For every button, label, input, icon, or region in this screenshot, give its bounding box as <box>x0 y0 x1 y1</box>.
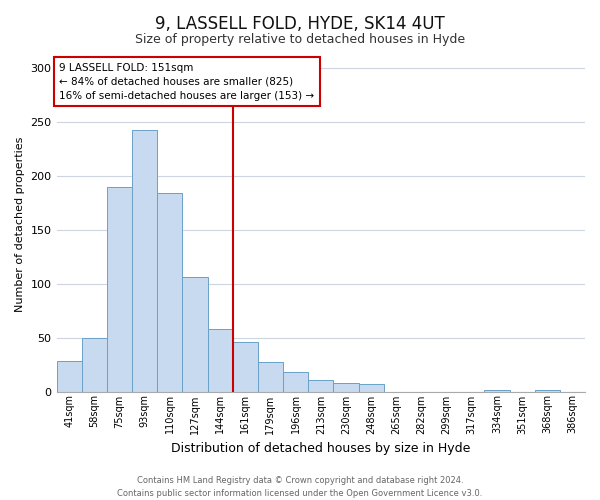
Bar <box>182 278 208 392</box>
Bar <box>535 390 560 392</box>
Text: 9, LASSELL FOLD, HYDE, SK14 4UT: 9, LASSELL FOLD, HYDE, SK14 4UT <box>155 15 445 33</box>
Bar <box>308 380 334 392</box>
Bar <box>56 362 82 392</box>
Text: 9 LASSELL FOLD: 151sqm
← 84% of detached houses are smaller (825)
16% of semi-de: 9 LASSELL FOLD: 151sqm ← 84% of detached… <box>59 62 314 100</box>
Bar <box>258 362 283 392</box>
Bar <box>233 342 258 392</box>
Bar <box>359 384 383 392</box>
Bar <box>82 338 107 392</box>
Bar <box>157 194 182 392</box>
Text: Size of property relative to detached houses in Hyde: Size of property relative to detached ho… <box>135 32 465 46</box>
Bar <box>283 372 308 392</box>
Text: Contains HM Land Registry data © Crown copyright and database right 2024.
Contai: Contains HM Land Registry data © Crown c… <box>118 476 482 498</box>
Y-axis label: Number of detached properties: Number of detached properties <box>15 137 25 312</box>
X-axis label: Distribution of detached houses by size in Hyde: Distribution of detached houses by size … <box>171 442 470 455</box>
Bar <box>208 329 233 392</box>
Bar <box>334 383 359 392</box>
Bar <box>107 187 132 392</box>
Bar <box>132 130 157 392</box>
Bar <box>484 390 509 392</box>
